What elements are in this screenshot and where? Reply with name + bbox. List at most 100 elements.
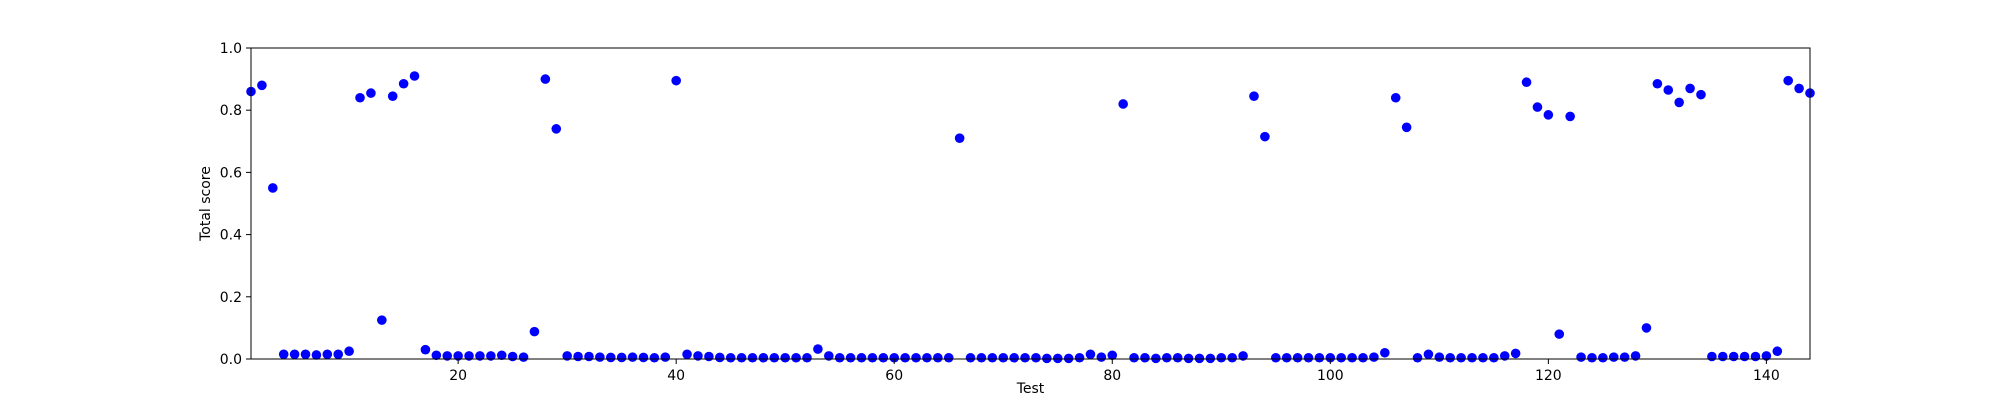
data-point: [1750, 351, 1761, 362]
data-point: [420, 344, 431, 355]
data-point: [660, 352, 671, 362]
data-point: [965, 352, 976, 363]
data-point: [747, 352, 758, 363]
data-point: [976, 352, 987, 363]
data-point: [1118, 99, 1128, 109]
data-point: [1358, 352, 1368, 363]
data-point: [1794, 83, 1804, 94]
data-point: [1390, 92, 1401, 103]
data-point: [1739, 351, 1750, 362]
data-point: [1587, 352, 1597, 363]
data-point: [1194, 353, 1205, 364]
x-tick-label: 140: [1753, 368, 1780, 384]
data-point: [1052, 353, 1063, 364]
data-point: [802, 352, 812, 363]
y-axis-label: Total score: [198, 166, 214, 242]
data-point: [1281, 352, 1292, 363]
data-point: [1074, 352, 1085, 363]
data-point: [1478, 352, 1488, 363]
data-point: [769, 352, 780, 363]
data-point: [1260, 131, 1270, 142]
data-point: [1172, 352, 1183, 363]
data-point: [704, 351, 714, 362]
data-point: [1380, 347, 1390, 358]
data-point: [1630, 351, 1641, 361]
data-point: [475, 351, 485, 361]
data-point: [682, 349, 692, 360]
data-point: [1369, 352, 1379, 362]
data-point: [1096, 352, 1107, 362]
data-point: [725, 352, 736, 363]
data-point: [605, 352, 616, 363]
data-point: [1565, 111, 1575, 122]
data-point: [1543, 110, 1554, 120]
data-point: [1707, 351, 1717, 362]
data-point: [1249, 91, 1259, 101]
data-point: [1401, 122, 1412, 133]
data-point: [1641, 323, 1652, 333]
data-point: [366, 88, 376, 98]
data-point: [1696, 89, 1706, 100]
data-point: [322, 349, 333, 360]
data-point: [486, 351, 496, 361]
data-point: [1063, 353, 1074, 364]
data-point: [1608, 352, 1619, 362]
data-point: [834, 352, 845, 363]
data-point: [1445, 352, 1456, 363]
data-point: [922, 352, 932, 363]
x-axis-ticks: 20 40 60 80 100 120 140: [449, 359, 1780, 384]
data-point: [1761, 351, 1772, 361]
data-point: [998, 352, 1009, 363]
x-tick-label: 120: [1535, 368, 1562, 384]
y-tick-label: 0.4: [220, 228, 242, 244]
data-point: [442, 351, 453, 361]
data-point: [1347, 352, 1357, 363]
x-tick-label: 40: [667, 368, 685, 384]
data-point: [1042, 353, 1052, 364]
y-axis-ticks: 0.0 0.2 0.4 0.6 0.8 1.0: [220, 41, 251, 368]
data-point: [1129, 352, 1139, 363]
data-point: [1238, 351, 1248, 361]
data-point: [616, 352, 627, 363]
data-point: [551, 124, 562, 134]
data-point: [1532, 102, 1543, 112]
data-point: [1151, 353, 1161, 364]
data-point: [409, 71, 420, 81]
plot-area-frame: [250, 47, 1811, 360]
data-point: [1227, 352, 1237, 363]
data-point: [813, 344, 823, 354]
data-point: [933, 352, 943, 363]
data-point: [649, 352, 660, 363]
data-points: [246, 71, 1815, 364]
data-point: [780, 352, 790, 363]
data-point: [1325, 352, 1336, 363]
data-point: [1489, 352, 1499, 363]
data-point: [911, 352, 921, 363]
data-point: [344, 346, 354, 357]
data-point: [1554, 329, 1565, 339]
data-point: [573, 351, 583, 362]
data-point: [355, 92, 365, 103]
data-point: [1434, 352, 1445, 362]
data-point: [1467, 352, 1477, 363]
x-tick-label: 100: [1317, 368, 1344, 384]
data-point: [453, 351, 463, 361]
data-point: [333, 349, 344, 360]
data-point: [529, 326, 540, 337]
data-point: [638, 352, 649, 363]
data-point: [627, 352, 638, 362]
data-point: [987, 352, 998, 363]
data-point: [540, 74, 551, 84]
data-point: [1598, 352, 1608, 363]
data-point: [507, 351, 518, 362]
data-point: [1303, 352, 1314, 363]
data-point: [1107, 350, 1118, 361]
data-point: [845, 352, 856, 363]
data-point: [278, 349, 289, 360]
y-tick-label: 0.8: [220, 103, 242, 119]
data-point: [1292, 352, 1303, 363]
data-point: [714, 352, 725, 363]
x-axis-label: Test: [1016, 381, 1045, 397]
data-point: [954, 133, 965, 143]
